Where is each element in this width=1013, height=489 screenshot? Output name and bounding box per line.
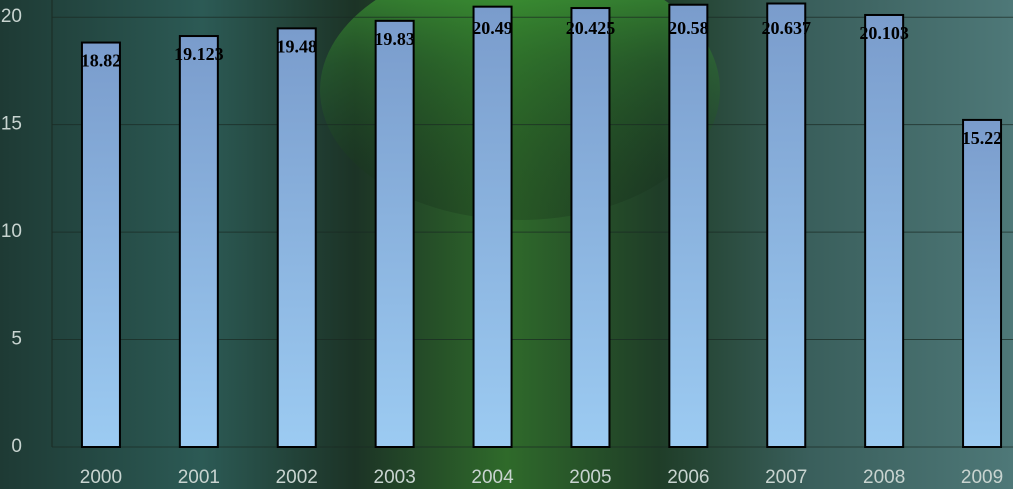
value-label: 20.637 (762, 18, 812, 38)
bar (864, 13, 905, 449)
x-tick-label: 2007 (765, 467, 807, 488)
value-label: 19.83 (374, 29, 415, 49)
value-label: 20.103 (859, 23, 909, 43)
bar (178, 35, 219, 449)
y-tick-label: 5 (11, 329, 22, 350)
bar (570, 7, 611, 448)
bar (962, 118, 1003, 448)
bar (668, 3, 709, 449)
value-label: 19.123 (174, 44, 224, 64)
bar (276, 27, 317, 448)
x-tick-label: 2006 (667, 467, 709, 488)
y-tick-label: 10 (1, 221, 22, 242)
value-label: 18.82 (81, 51, 122, 71)
y-tick-label: 20 (1, 6, 22, 27)
bar (374, 19, 415, 448)
value-label: 15.22 (962, 128, 1003, 148)
bar (80, 41, 121, 448)
bar (766, 2, 807, 449)
value-label: 20.58 (668, 18, 709, 38)
x-tick-label: 2001 (178, 467, 220, 488)
x-tick-label: 2005 (569, 467, 611, 488)
x-tick-label: 2008 (863, 467, 905, 488)
y-tick-label: 0 (11, 436, 22, 457)
value-label: 20.49 (472, 18, 513, 38)
background-foliage (320, 0, 720, 220)
bar (472, 5, 513, 449)
x-tick-label: 2003 (374, 467, 416, 488)
value-label: 19.48 (277, 36, 318, 56)
x-tick-label: 2004 (471, 467, 514, 488)
x-tick-label: 2009 (961, 467, 1003, 488)
y-tick-label: 15 (1, 114, 22, 135)
x-tick-label: 2000 (80, 467, 122, 488)
x-tick-label: 2002 (276, 467, 318, 488)
value-label: 20.425 (566, 18, 616, 38)
